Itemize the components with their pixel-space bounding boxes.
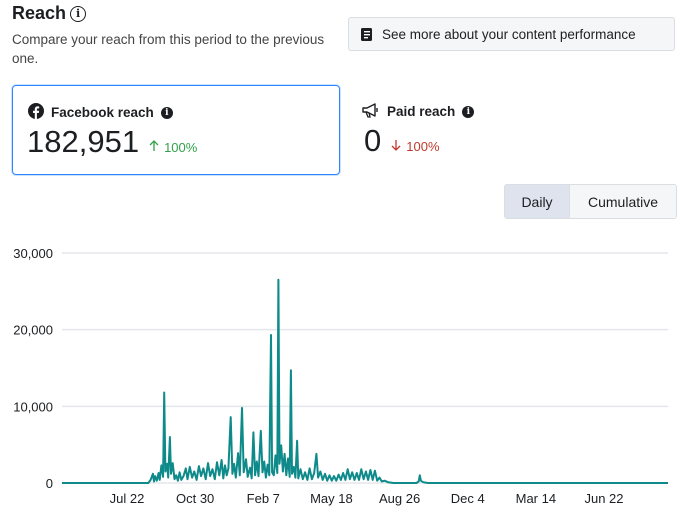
section-subtitle: Compare your reach from this period to t… bbox=[12, 32, 325, 66]
reach-line-chart: 0 10,000 20,000 30,000 Jul 22 Oct 30 Feb 7 May … bbox=[13, 246, 668, 506]
paid-reach-label-row: Paid reach i bbox=[362, 102, 475, 121]
facebook-reach-value: 182,951 bbox=[27, 124, 140, 159]
arrow-down-icon bbox=[391, 139, 401, 154]
y-tick-label: 20,000 bbox=[13, 323, 53, 338]
content-performance-label: See more about your content performance bbox=[382, 26, 636, 42]
megaphone-icon bbox=[362, 102, 380, 121]
paid-reach-value: 0 bbox=[364, 123, 382, 158]
x-tick-label: Mar 14 bbox=[516, 491, 556, 506]
info-icon[interactable]: i bbox=[462, 105, 475, 118]
facebook-reach-card[interactable]: Facebook reach i 182,951 100% bbox=[12, 85, 340, 175]
y-tick-label: 0 bbox=[46, 476, 53, 491]
daily-toggle-button[interactable]: Daily bbox=[505, 185, 570, 218]
facebook-reach-value-row: 182,951 100% bbox=[27, 124, 197, 160]
facebook-reach-label: Facebook reach bbox=[51, 105, 154, 120]
arrow-up-icon bbox=[149, 140, 159, 155]
section-title: Reach i bbox=[12, 3, 87, 24]
x-tick-label: Aug 26 bbox=[379, 491, 420, 506]
content-performance-button[interactable]: See more about your content performance bbox=[348, 17, 675, 51]
time-mode-toggle: Daily Cumulative bbox=[504, 184, 677, 219]
paid-reach-label: Paid reach bbox=[387, 104, 456, 119]
paid-reach-card[interactable]: Paid reach i 0 100% bbox=[352, 85, 680, 175]
facebook-reach-delta: 100% bbox=[149, 140, 197, 155]
facebook-reach-label-row: Facebook reach i bbox=[28, 103, 173, 122]
paid-reach-value-row: 0 100% bbox=[364, 123, 440, 159]
paid-reach-delta: 100% bbox=[391, 139, 440, 154]
facebook-icon bbox=[28, 103, 44, 122]
info-icon[interactable]: i bbox=[160, 106, 173, 119]
cumulative-toggle-button[interactable]: Cumulative bbox=[570, 185, 676, 218]
title-text: Reach bbox=[12, 3, 67, 23]
info-icon[interactable]: i bbox=[70, 5, 87, 22]
facebook-reach-delta-value: 100% bbox=[164, 140, 198, 155]
x-tick-label: Jun 22 bbox=[584, 491, 623, 506]
paid-reach-delta-value: 100% bbox=[406, 139, 440, 154]
x-tick-label: Feb 7 bbox=[247, 491, 280, 506]
x-tick-label: Jul 22 bbox=[110, 491, 145, 506]
x-tick-label: Oct 30 bbox=[176, 491, 214, 506]
book-icon bbox=[361, 27, 372, 41]
x-tick-label: Dec 4 bbox=[451, 491, 485, 506]
series-line-facebook-reach bbox=[62, 278, 668, 484]
y-tick-label: 10,000 bbox=[13, 399, 53, 414]
x-tick-label: May 18 bbox=[310, 491, 353, 506]
y-tick-label: 30,000 bbox=[13, 246, 53, 261]
